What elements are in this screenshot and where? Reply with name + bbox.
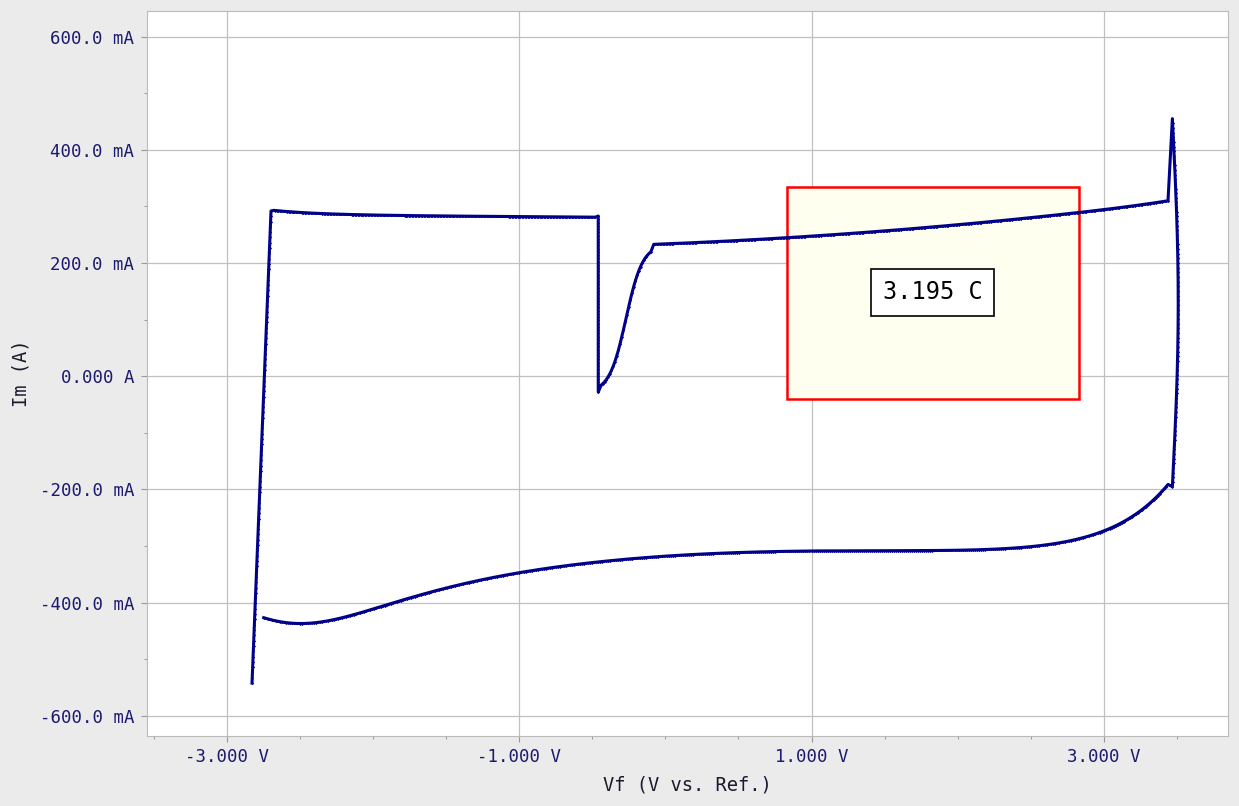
Text: 3.195 C: 3.195 C [883, 280, 983, 305]
Y-axis label: Im (A): Im (A) [11, 339, 30, 407]
Bar [787, 187, 1079, 399]
X-axis label: Vf (V vs. Ref.): Vf (V vs. Ref.) [603, 776, 772, 795]
